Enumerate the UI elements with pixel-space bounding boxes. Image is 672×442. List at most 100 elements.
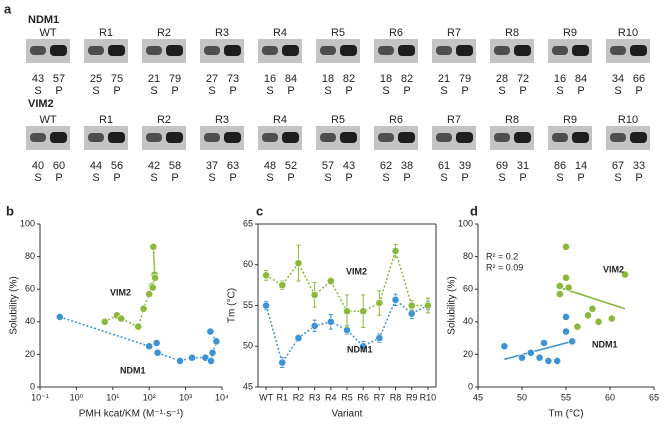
gel-band — [436, 46, 452, 55]
x-tick-label: 55 — [561, 392, 571, 402]
y-tick-label: 45 — [243, 381, 253, 391]
s-label: S — [266, 85, 273, 97]
gel-band — [108, 132, 125, 143]
data-point — [424, 301, 432, 310]
row-name: VIM2 — [28, 98, 54, 110]
p-label: P — [113, 85, 120, 97]
p-label: P — [461, 172, 468, 184]
p-label: P — [403, 85, 410, 97]
gel-band — [552, 133, 568, 142]
s-label: S — [92, 172, 99, 184]
s-value: 42 — [148, 160, 160, 172]
variant-label: R4 — [273, 27, 287, 39]
s-value: 34 — [612, 73, 624, 85]
variant-label: R4 — [273, 114, 287, 126]
x-tick-label: 60 — [605, 392, 615, 402]
s-value: 16 — [554, 73, 566, 85]
gel-band — [320, 46, 336, 55]
annotation: R² = 0.2 — [486, 251, 518, 261]
p-value: 82 — [343, 73, 355, 85]
s-label: S — [324, 85, 331, 97]
data-point — [278, 281, 287, 290]
gel-band — [630, 45, 647, 56]
y-axis-label: Solubility (%) — [447, 276, 458, 334]
data-point — [208, 348, 217, 357]
variant-label: R7 — [447, 27, 461, 39]
p-label: P — [55, 172, 62, 184]
axes: 0 20 40 60 80 100 10⁻¹ 10⁰ 10¹ 10² 10³ 10⁴ — [20, 218, 229, 402]
y-tick-label: 0 — [30, 381, 35, 391]
series-label: VIM2 — [603, 264, 624, 274]
p-value: 58 — [169, 160, 181, 172]
data-point — [621, 270, 629, 279]
gel-band — [224, 132, 241, 143]
p-label: P — [113, 172, 120, 184]
gel-band — [320, 133, 336, 142]
data-point — [375, 334, 384, 342]
gel-band — [630, 132, 647, 143]
s-label: S — [440, 85, 447, 97]
x-tick-label: 65 — [649, 392, 659, 402]
y-tick-label: 20 — [25, 349, 35, 359]
p-value: 14 — [575, 160, 587, 172]
s-value: 28 — [496, 73, 508, 85]
data-point — [262, 301, 270, 310]
s-value: 61 — [438, 160, 450, 172]
series-label: VIM2 — [346, 266, 367, 276]
y-tick-label: 100 — [20, 218, 35, 228]
data-point — [562, 313, 570, 321]
gel-band — [514, 132, 531, 143]
data-point — [294, 334, 303, 342]
data-point — [145, 342, 154, 351]
data-point — [518, 353, 526, 362]
x-tick-label: R2 — [293, 392, 305, 402]
gel-band — [378, 133, 394, 142]
p-label: P — [577, 172, 584, 184]
variant-label: R8 — [505, 114, 519, 126]
panel-letter: d — [470, 203, 478, 218]
data-point — [145, 290, 154, 298]
x-tick-label: R4 — [325, 392, 337, 402]
p-label: P — [55, 85, 62, 97]
p-label: P — [635, 172, 642, 184]
data-point — [151, 273, 159, 282]
gel-band — [204, 46, 220, 55]
x-tick-label: R1 — [277, 392, 289, 402]
gel-band — [456, 45, 473, 56]
gel-band — [610, 46, 626, 55]
p-label: P — [171, 85, 178, 97]
s-value: 21 — [438, 73, 450, 85]
data-point — [294, 259, 303, 268]
variant-label: WT — [39, 27, 56, 39]
data-point — [117, 314, 126, 323]
p-label: P — [287, 172, 294, 184]
axes: 0 20 40 60 80 100 45 50 55 60 65 — [458, 218, 659, 402]
data-point — [555, 290, 564, 298]
x-tick-label: R8 — [390, 392, 402, 402]
s-label: S — [440, 172, 447, 184]
gel-band — [514, 45, 531, 56]
data-point — [134, 322, 143, 331]
variant-label: R10 — [618, 27, 638, 39]
s-label: S — [498, 85, 505, 97]
x-tick-label: 45 — [473, 392, 483, 402]
data-point — [310, 321, 319, 330]
y-tick-label: 60 — [243, 259, 253, 269]
annotation: R² = 0.09 — [486, 262, 523, 272]
data-point — [375, 299, 384, 307]
s-value: 67 — [612, 160, 624, 172]
s-label: S — [498, 172, 505, 184]
variant-label: R8 — [505, 27, 519, 39]
y-tick-label: 80 — [25, 251, 35, 261]
gel-band — [494, 46, 510, 55]
data-point — [562, 327, 570, 336]
gel-band — [262, 133, 278, 142]
gel-band — [340, 45, 357, 56]
data-point — [568, 337, 577, 346]
s-value: 40 — [32, 160, 44, 172]
data-point — [152, 339, 161, 347]
y-tick-label: 55 — [243, 300, 253, 310]
x-tick-label: R5 — [341, 392, 353, 402]
data-point — [553, 357, 562, 365]
